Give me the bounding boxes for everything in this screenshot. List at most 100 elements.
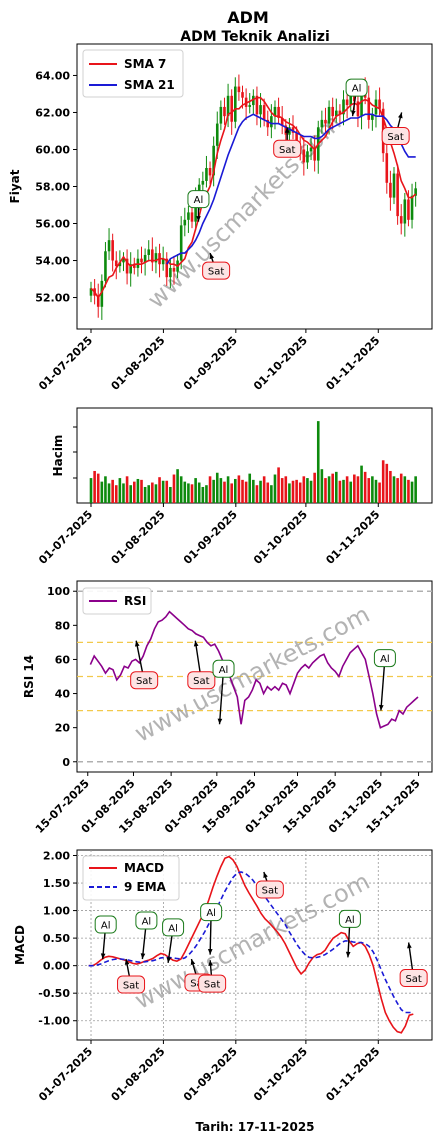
candle-body (161, 258, 165, 265)
candle-body (183, 219, 187, 226)
price-xtick-label: 01-08-2025 (109, 334, 168, 393)
candle-body (96, 295, 100, 307)
macd-annotation-box (198, 974, 227, 993)
legend-rsi-label: RSI (124, 594, 146, 608)
rsi-annotation-label: Al (219, 665, 229, 676)
macd-annotation-label: Sat (204, 980, 220, 991)
candle-body (241, 92, 244, 98)
volume-bar (100, 481, 104, 503)
price-annotation-arrowhead (196, 216, 201, 222)
candle-body (179, 225, 183, 261)
candle-body (266, 119, 270, 128)
sma7-line (90, 96, 417, 299)
volume-xtick-label: 01-11-2025 (323, 508, 382, 567)
volume-bar (353, 474, 356, 503)
volume-bar (389, 470, 392, 503)
volume-bar (132, 481, 136, 503)
macd-annotation-arrowhead (190, 959, 196, 966)
candle-body (111, 240, 114, 261)
volume-bar (255, 485, 259, 503)
candle-body (396, 173, 399, 217)
rsi-ytick-label: 40 (55, 688, 71, 701)
volume-bar (215, 472, 219, 503)
volume-bar (277, 467, 280, 503)
candle-body (208, 167, 212, 176)
candle-body (136, 258, 140, 268)
price-ytick-label: 54.00 (35, 255, 70, 268)
macd-annotation-label: Sat (123, 981, 139, 992)
candle-body (143, 254, 147, 263)
candle-body (277, 106, 280, 119)
macd-annotation-box (338, 909, 361, 928)
legend-ema9-label: 9 EMA (124, 880, 167, 894)
volume-bar (324, 478, 327, 503)
price-annotation-label: Sat (208, 267, 224, 278)
candle-body (288, 127, 291, 135)
price-annotation-label: Sat (279, 145, 295, 156)
sma21-line (166, 113, 416, 265)
legend-macd-label: MACD (124, 861, 164, 875)
volume-bar (403, 476, 407, 503)
volume-bar (89, 478, 93, 503)
volume-bar (237, 475, 241, 503)
candle-body (194, 199, 197, 222)
volume-xtick-label: 01-07-2025 (36, 508, 95, 567)
rsi-annotation-box (130, 671, 159, 690)
price-ytick-label: 64.00 (35, 69, 70, 82)
candle-body (248, 105, 252, 107)
rsi-annotation-box (373, 649, 396, 668)
volume-bar (151, 482, 154, 503)
macd-ytick-label: 0.00 (43, 960, 70, 973)
legend-sma21-label: SMA 21 (124, 78, 175, 92)
volume-bar (208, 476, 212, 503)
volume-bar (179, 476, 183, 503)
candle-body (349, 92, 353, 106)
macd-annotation-arrowhead (263, 872, 268, 879)
macd-xtick-label: 01-11-2025 (323, 1045, 382, 1104)
candle-body (129, 264, 132, 274)
volume-bar (273, 474, 277, 503)
volume-bar (356, 476, 360, 503)
candle-body (252, 95, 255, 106)
rsi-annotation-label: Sat (193, 676, 209, 687)
volume-bar (306, 478, 309, 503)
volume-bar (284, 476, 288, 503)
macd-annotation-label: Al (101, 921, 111, 932)
volume-bar (194, 478, 197, 503)
macd-xtick-label: 01-10-2025 (251, 1045, 310, 1104)
candle-body (356, 101, 360, 117)
candle-body (151, 249, 154, 263)
macd-ytick-label: -0.50 (38, 987, 70, 1000)
volume-bar (410, 481, 414, 503)
candle-body (324, 119, 327, 124)
macd-annotation-label: Al (206, 908, 216, 919)
price-ytick-label: 56.00 (35, 218, 70, 231)
volume-bar (291, 480, 295, 503)
volume-bar (414, 476, 417, 503)
candle-body (302, 149, 306, 163)
candle-body (378, 99, 381, 109)
macd-annotation-box (135, 911, 158, 930)
volume-bar (392, 476, 396, 503)
candle-body (237, 86, 241, 93)
price-ytick-label: 60.00 (35, 143, 70, 156)
candle-body (371, 114, 374, 120)
volume-bar (378, 482, 381, 503)
macd-ytick-label: -1.00 (38, 1015, 70, 1028)
candle-body (342, 99, 345, 115)
volume-bar (172, 474, 176, 503)
macd-annotation-box (399, 969, 428, 988)
candle-body (259, 105, 262, 115)
volume-bar (270, 485, 273, 503)
macd-ytick-label: 0.50 (43, 932, 70, 945)
volume-bar (93, 470, 96, 503)
volume-bar (331, 473, 334, 503)
rsi-annotation-arrow (218, 669, 225, 725)
volume-bar (212, 479, 215, 503)
candle-body (255, 95, 259, 115)
candle-body (169, 267, 172, 278)
volume-bar (266, 482, 270, 503)
candle-body (367, 97, 371, 120)
candle-body (223, 106, 226, 117)
candle-body (327, 106, 331, 124)
